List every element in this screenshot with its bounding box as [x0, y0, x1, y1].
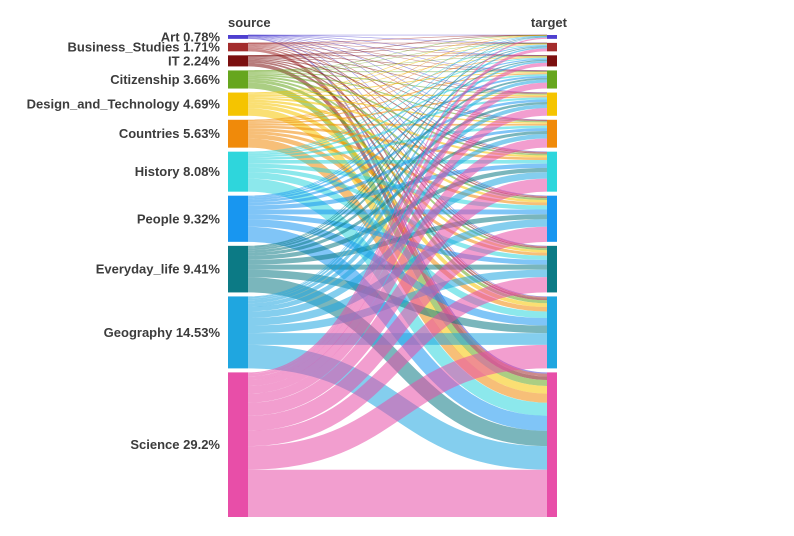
flow-link-everyday_life-to-citizenship	[247, 77, 548, 251]
flow-link-citizenship-to-art	[247, 34, 548, 71]
source-node-everyday_life[interactable]	[228, 245, 248, 293]
flow-link-citizenship-to-business_studies	[247, 43, 548, 72]
flow-link-citizenship-to-it	[247, 55, 548, 72]
source-node-people[interactable]	[228, 195, 248, 242]
target-node-citizenship[interactable]	[547, 70, 557, 89]
flow-link-countries-to-citizenship	[247, 73, 548, 123]
source-node-geography[interactable]	[228, 296, 248, 369]
flow-link-science-to-geography	[247, 344, 548, 470]
flow-link-design_and_technology-to-business_studies	[247, 43, 548, 94]
flow-link-design_and_technology-to-it	[247, 56, 548, 94]
flow-link-science-to-everyday_life	[247, 277, 548, 447]
flow-link-people-to-business_studies	[247, 45, 548, 197]
flow-link-people-to-design_and_technology	[247, 99, 548, 203]
flow-link-geography-to-business_studies	[247, 47, 548, 299]
target-node-everyday_life[interactable]	[547, 245, 557, 293]
source-node-citizenship[interactable]	[228, 70, 248, 89]
target-node-design_and_technology[interactable]	[547, 92, 557, 116]
target-node-geography[interactable]	[547, 296, 557, 369]
source-header: source	[228, 15, 271, 30]
source-label-business_studies: Business_Studies 1.71%	[68, 40, 221, 55]
source-label-design_and_technology: Design_and_Technology 4.69%	[27, 97, 221, 112]
flow-link-science-to-history	[247, 178, 548, 416]
flow-link-geography-to-it	[247, 60, 548, 301]
flow-link-everyday_life-to-design_and_technology	[247, 101, 548, 253]
flow-link-science-to-citizenship	[247, 82, 548, 386]
flow-link-science-to-people	[247, 226, 548, 431]
source-labels: Art 0.78%Business_Studies 1.71%IT 2.24% C…	[27, 29, 221, 452]
source-node-design_and_technology[interactable]	[228, 92, 248, 116]
source-label-countries: Countries 5.63%	[119, 126, 221, 141]
target-node-science[interactable]	[547, 372, 557, 517]
source-label-everyday_life: Everyday_life 9.41%	[96, 262, 221, 277]
target-node-countries[interactable]	[547, 119, 557, 148]
flow-link-history-to-it	[247, 57, 548, 154]
target-node-it[interactable]	[547, 55, 557, 67]
flow-link-countries-to-business_studies	[247, 44, 548, 121]
source-nodes	[228, 35, 248, 517]
flow-link-everyday_life-to-art	[247, 36, 548, 247]
source-label-science: Science 29.2%	[130, 437, 220, 452]
source-label-people: People 9.32%	[137, 211, 221, 226]
flow-link-people-to-art	[247, 36, 548, 197]
source-label-citizenship: Citizenship 3.66%	[110, 72, 220, 87]
source-label-art: Art 0.78%	[161, 29, 221, 44]
source-node-art[interactable]	[228, 35, 248, 39]
target-header: target	[531, 15, 568, 30]
source-node-history[interactable]	[228, 151, 248, 192]
flow-link-science-to-design_and_technology	[247, 108, 548, 394]
flow-link-geography-to-citizenship	[247, 79, 548, 304]
target-nodes	[547, 35, 557, 517]
flow-link-countries-to-art	[247, 35, 548, 121]
source-label-geography: Geography 14.53%	[104, 325, 221, 340]
target-node-business_studies[interactable]	[547, 42, 557, 52]
flow-link-science-to-countries	[247, 138, 548, 403]
source-node-business_studies[interactable]	[228, 42, 248, 52]
flow-link-everyday_life-to-it	[247, 59, 548, 249]
flow-link-geography-to-art	[247, 36, 548, 298]
source-node-it[interactable]	[228, 55, 248, 67]
source-node-countries[interactable]	[228, 119, 248, 148]
flow-link-design_and_technology-to-art	[247, 35, 548, 93]
flow-link-it-to-art	[247, 34, 548, 56]
flow-link-science-to-it	[247, 62, 548, 381]
source-label-history: History 8.08%	[135, 164, 221, 179]
links-layer	[247, 34, 548, 518]
target-node-people[interactable]	[547, 195, 557, 242]
flow-link-history-to-art	[247, 35, 548, 153]
target-node-art[interactable]	[547, 35, 557, 39]
source-node-science[interactable]	[228, 372, 248, 517]
flow-link-everyday_life-to-business_studies	[247, 46, 548, 248]
flow-link-science-to-business_studies	[247, 48, 548, 377]
flow-link-people-to-citizenship	[247, 75, 548, 201]
flow-link-business_studies-to-art	[247, 34, 548, 44]
target-node-history[interactable]	[547, 151, 557, 192]
flow-link-people-to-history	[247, 163, 548, 210]
source-label-it: IT 2.24%	[168, 53, 220, 68]
flow-link-science-to-art	[247, 37, 548, 374]
